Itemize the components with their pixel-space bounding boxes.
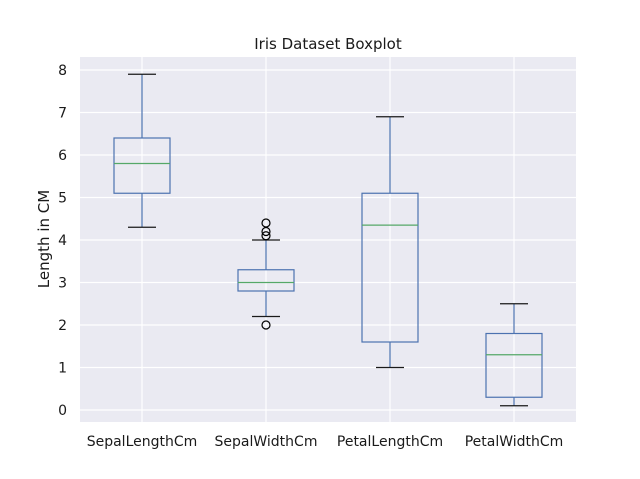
chart-title: Iris Dataset Boxplot bbox=[254, 35, 402, 53]
box-group bbox=[113, 73, 171, 228]
outlier-point bbox=[261, 218, 271, 228]
y-tick-label: 0 bbox=[58, 403, 67, 419]
box bbox=[361, 192, 419, 343]
boxes bbox=[113, 73, 543, 407]
y-tick-label: 1 bbox=[58, 361, 67, 377]
x-tick-label: PetalWidthCm bbox=[465, 434, 564, 450]
box-group bbox=[237, 218, 295, 330]
y-tick-label: 8 bbox=[58, 63, 67, 79]
box bbox=[485, 332, 543, 398]
x-tick-label: SepalLengthCm bbox=[87, 434, 198, 450]
box-group bbox=[361, 116, 419, 369]
y-tick-label: 5 bbox=[58, 191, 67, 207]
box bbox=[113, 137, 171, 194]
x-tick-label: SepalWidthCm bbox=[215, 434, 318, 450]
x-ticks: SepalLengthCm SepalWidthCm PetalLengthCm Pe… bbox=[87, 434, 564, 450]
y-axis-label: Length in CM bbox=[35, 190, 53, 288]
y-tick-label: 3 bbox=[58, 276, 67, 292]
y-tick-label: 6 bbox=[58, 148, 67, 164]
box-group bbox=[485, 303, 543, 407]
outlier-point bbox=[261, 231, 271, 241]
y-ticks: 0 1 2 3 4 5 6 7 8 bbox=[58, 63, 67, 419]
box bbox=[237, 269, 295, 292]
outlier-point bbox=[261, 320, 271, 330]
y-tick-label: 4 bbox=[58, 233, 67, 249]
x-tick-label: PetalLengthCm bbox=[337, 434, 443, 450]
y-tick-label: 2 bbox=[58, 318, 67, 334]
y-tick-label: 7 bbox=[58, 106, 67, 122]
